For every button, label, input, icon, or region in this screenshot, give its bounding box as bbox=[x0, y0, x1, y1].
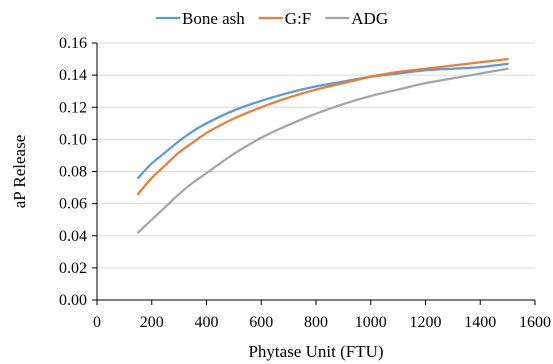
tick-labels: 0.00 0.02 0.04 0.06 0.08 0.10 0.12 0.14 0.16 0 200… bbox=[59, 35, 551, 331]
series-line-g-f bbox=[136, 57, 509, 196]
x-tick-label: 0 bbox=[93, 314, 101, 331]
y-tick-label: 0.12 bbox=[59, 99, 87, 116]
legend-label-adg: ADG bbox=[351, 9, 388, 28]
legend-label-bone-ash: Bone ash bbox=[182, 9, 245, 28]
x-tick-label: 600 bbox=[249, 314, 273, 331]
axes bbox=[92, 42, 536, 305]
x-tick-label: 1000 bbox=[355, 314, 387, 331]
y-tick-label: 0.00 bbox=[59, 292, 87, 309]
series-line-bone-ash bbox=[136, 62, 509, 180]
y-tick-label: 0.08 bbox=[59, 164, 87, 181]
x-axis-title: Phytase Unit (FTU) bbox=[248, 342, 383, 361]
y-tick-label: 0.14 bbox=[59, 67, 87, 84]
y-axis-title: aP Release bbox=[10, 135, 29, 208]
legend: Bone ash G:F ADG bbox=[156, 9, 388, 28]
x-tick-label: 1200 bbox=[410, 314, 442, 331]
y-tick-label: 0.02 bbox=[59, 260, 87, 277]
legend-label-g-f: G:F bbox=[285, 9, 311, 28]
y-tick-label: 0.16 bbox=[59, 35, 87, 52]
series-lines bbox=[136, 57, 509, 234]
y-tick-label: 0.10 bbox=[59, 131, 87, 148]
x-tick-label: 1400 bbox=[464, 314, 496, 331]
x-tick-label: 200 bbox=[140, 314, 164, 331]
x-tick-label: 800 bbox=[304, 314, 328, 331]
x-tick-label: 1600 bbox=[519, 314, 551, 331]
y-tick-label: 0.04 bbox=[59, 228, 87, 245]
x-tick-label: 400 bbox=[195, 314, 219, 331]
series-line-adg bbox=[136, 67, 509, 234]
y-tick-label: 0.06 bbox=[59, 196, 87, 213]
